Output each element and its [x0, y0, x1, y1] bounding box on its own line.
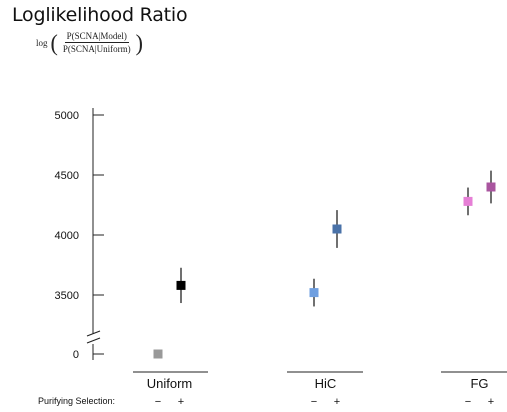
- data-point: [153, 349, 163, 359]
- axis-break-mark: [86, 337, 101, 344]
- formula-denominator: P(SCNA|Uniform): [62, 44, 131, 54]
- data-point: [463, 196, 473, 206]
- formula-fraction: P(SCNA|Model) P(SCNA|Uniform): [61, 31, 133, 54]
- y-tick-label: 4000: [55, 230, 79, 242]
- formula-right-paren: ): [135, 28, 143, 56]
- condition-symbol: +: [488, 396, 494, 408]
- condition-label: Purifying Selection:: [38, 396, 115, 406]
- data-point: [176, 280, 186, 290]
- condition-symbol: +: [178, 396, 184, 408]
- group-label: HiC: [315, 376, 337, 391]
- condition-symbol: +: [334, 396, 340, 408]
- group-label: Uniform: [147, 376, 193, 391]
- axis-break-mark: [86, 330, 101, 337]
- condition-symbol: −: [155, 396, 161, 408]
- y-tick-label: 0: [73, 349, 79, 361]
- group-label: FG: [470, 376, 488, 391]
- formula-left-paren: (: [50, 28, 58, 56]
- formula-log: log: [36, 37, 48, 48]
- data-point: [309, 288, 319, 298]
- condition-symbol: −: [465, 396, 471, 408]
- data-point: [332, 224, 342, 234]
- formula-subtitle: log ( P(SCNA|Model) P(SCNA|Uniform) ): [36, 28, 143, 56]
- formula-numerator: P(SCNA|Model): [64, 31, 129, 43]
- y-tick-label: 3500: [55, 290, 79, 302]
- condition-symbol: −: [311, 396, 317, 408]
- y-tick-label: 4500: [55, 170, 79, 182]
- data-point: [486, 182, 496, 192]
- y-tick-label: 5000: [55, 110, 79, 122]
- chart-title: Loglikelihood Ratio: [12, 4, 188, 26]
